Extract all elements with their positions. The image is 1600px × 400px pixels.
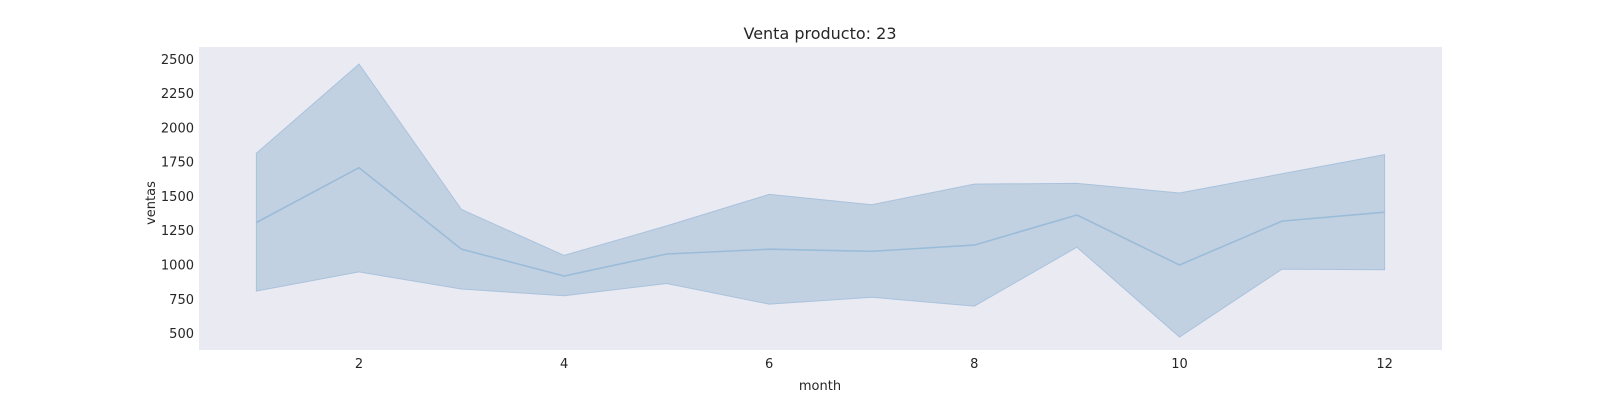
y-tick-label: 750: [169, 293, 194, 308]
y-axis-label: ventas: [144, 181, 159, 225]
y-tick-label: 2250: [161, 87, 194, 102]
y-tick-label: 1000: [161, 259, 194, 274]
y-tick-label: 1500: [161, 190, 194, 205]
x-tick-label: 10: [1171, 357, 1188, 372]
x-tick-label: 8: [970, 357, 978, 372]
series-line-layer: [256, 166, 1385, 277]
y-tick-label: 2500: [161, 53, 194, 68]
y-tick-label: 1250: [161, 224, 194, 239]
x-tick-label: 2: [355, 357, 363, 372]
x-axis-label: month: [799, 379, 841, 394]
x-tick-label: 12: [1376, 357, 1393, 372]
y-tick-label: 500: [169, 327, 194, 342]
y-tick-label: 2000: [161, 121, 194, 136]
x-tick-label: 4: [560, 357, 568, 372]
y-tick-labels: 500 750 1000 1250 1500 1750 2000 2250 2500: [161, 53, 194, 342]
series-line: [256, 166, 1385, 277]
chart-title: Venta producto: 23: [743, 24, 896, 43]
x-tick-labels: 2 4 6 8 10 12: [355, 357, 1393, 372]
x-tick-label: 6: [765, 357, 773, 372]
y-tick-label: 1750: [161, 156, 194, 171]
